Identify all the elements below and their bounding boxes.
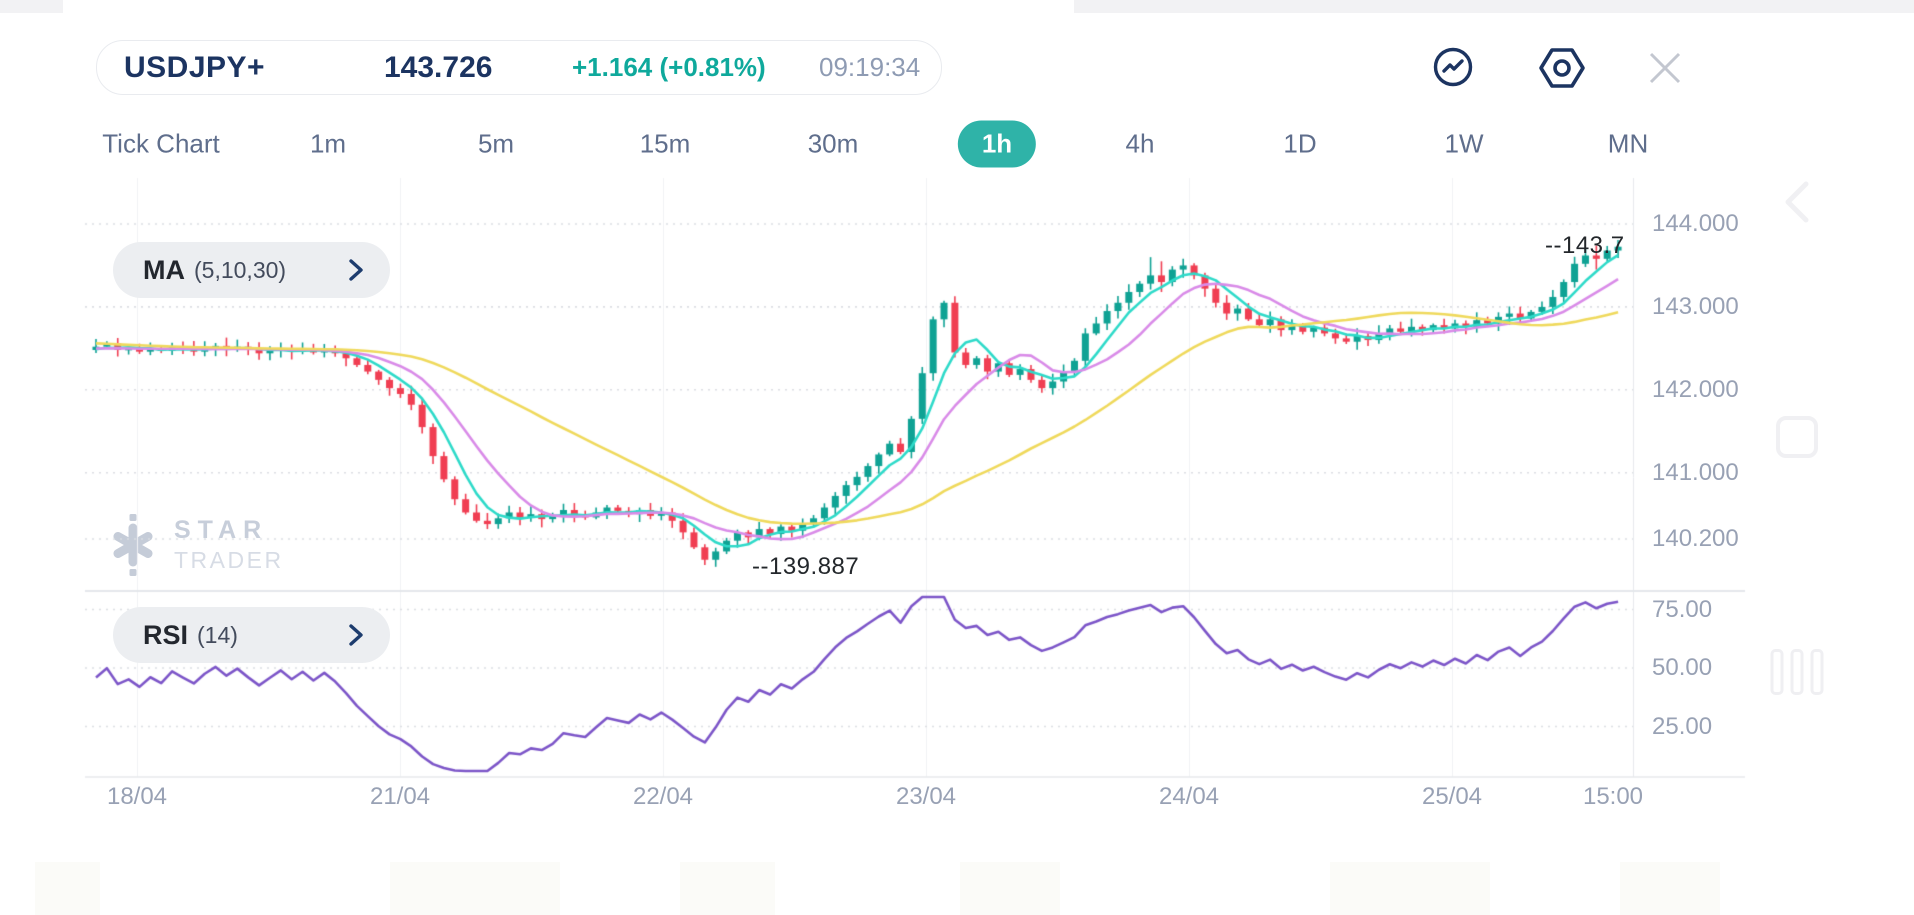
ma-params: (5,10,30) xyxy=(194,256,287,283)
close-icon[interactable] xyxy=(1645,48,1685,88)
time-axis-label: 18/04 xyxy=(106,783,168,810)
tab-4h[interactable]: 4h xyxy=(1125,128,1155,159)
tab-1h-selected[interactable]: 1h xyxy=(957,120,1037,168)
low-price-callout: --139.887 xyxy=(752,553,860,580)
resize-grip-icon[interactable] xyxy=(1770,649,1824,695)
time-axis-label: 22/04 xyxy=(632,783,694,810)
rsi-axis-label: 75.00 xyxy=(1652,596,1713,623)
tab-mn[interactable]: MN xyxy=(1607,128,1649,159)
tab-tick-chart[interactable]: Tick Chart xyxy=(102,128,220,159)
symbol-header-pill[interactable]: USDJPY+ 143.726 +1.164 (+0.81%) 09:19:34 xyxy=(96,40,942,95)
time-axis-label: 23/04 xyxy=(895,783,957,810)
ma-indicator-button[interactable]: MA (5,10,30) xyxy=(113,242,390,298)
rsi-indicator-button[interactable]: RSI (14) xyxy=(113,607,390,663)
rsi-label: RSI xyxy=(143,619,189,650)
tab-1m[interactable]: 1m xyxy=(309,128,347,159)
rsi-axis-label: 50.00 xyxy=(1652,654,1713,681)
time-axis-label: 21/04 xyxy=(369,783,431,810)
time-axis-label: 15:00 xyxy=(1582,783,1644,810)
price-axis-label: 140.200 xyxy=(1652,525,1739,552)
settings-icon[interactable] xyxy=(1538,46,1586,90)
tab-30m[interactable]: 30m xyxy=(807,128,859,159)
price-axis-label: 143.000 xyxy=(1652,293,1739,320)
last-price: 143.726 xyxy=(384,50,493,84)
ma-label: MA xyxy=(143,254,185,285)
tab-5m[interactable]: 5m xyxy=(477,128,515,159)
tab-1w[interactable]: 1W xyxy=(1444,128,1484,159)
time-axis-label: 24/04 xyxy=(1158,783,1220,810)
rsi-params: (14) xyxy=(197,621,238,648)
price-axis-label: 144.000 xyxy=(1652,210,1739,237)
symbol-name: USDJPY+ xyxy=(124,50,266,84)
chevron-right-icon xyxy=(349,624,363,646)
tab-1d[interactable]: 1D xyxy=(1283,128,1317,159)
chevron-right-icon xyxy=(349,259,363,281)
rsi-axis-label: 25.00 xyxy=(1652,713,1713,740)
price-axis-label: 142.000 xyxy=(1652,376,1739,403)
price-change: +1.164 (+0.81%) xyxy=(572,52,766,82)
price-axis-label: 141.000 xyxy=(1652,459,1739,486)
current-price-callout: --143.7 xyxy=(1545,232,1625,259)
time-axis-label: 25/04 xyxy=(1421,783,1483,810)
chart-type-icon[interactable] xyxy=(1432,46,1474,88)
clock-time: 09:19:34 xyxy=(819,52,921,82)
collapse-panel-chevron-icon[interactable] xyxy=(1780,179,1814,225)
tab-15m[interactable]: 15m xyxy=(639,128,691,159)
maximize-icon[interactable] xyxy=(1776,416,1818,458)
